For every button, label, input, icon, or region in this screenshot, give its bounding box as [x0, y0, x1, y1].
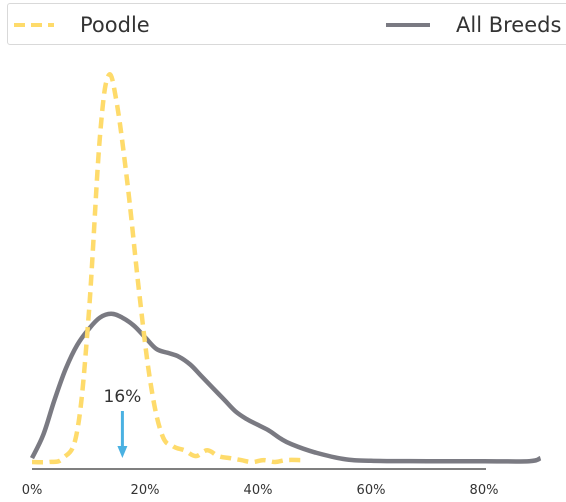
annotation-label: 16% [104, 387, 142, 407]
legend-swatch-all-breeds [386, 23, 430, 27]
x-tick-label: 0% [22, 483, 43, 498]
x-tick-label: 40% [244, 483, 273, 498]
annotation-arrow-head [117, 446, 128, 458]
x-tick-label: 60% [357, 483, 386, 498]
legend-swatch-poodle [14, 23, 54, 27]
legend-item-poodle: Poodle [14, 4, 150, 46]
legend-item-all-breeds: All Breeds [386, 4, 561, 46]
legend: Poodle All Breeds [7, 3, 566, 45]
x-tick-label: 20% [131, 483, 160, 498]
legend-label-all-breeds: All Breeds [456, 13, 562, 37]
x-tick-label: 80% [470, 483, 499, 498]
legend-label-poodle: Poodle [80, 13, 150, 37]
series-line-poodle [31, 72, 301, 465]
